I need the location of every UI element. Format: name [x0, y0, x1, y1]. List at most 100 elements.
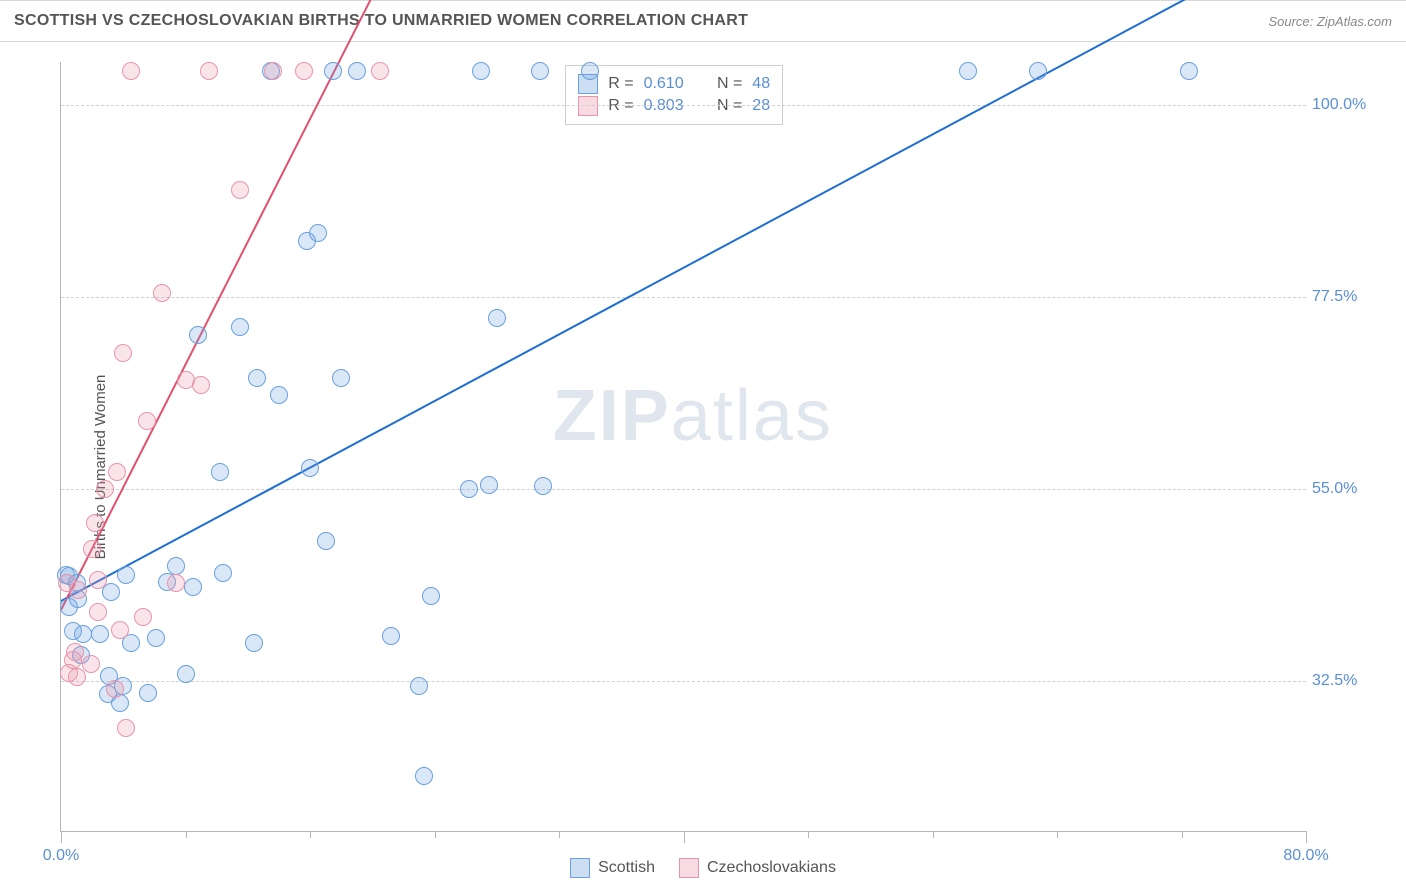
data-point — [581, 62, 599, 80]
gridline — [61, 105, 1306, 106]
data-point — [534, 477, 552, 495]
data-point — [348, 62, 366, 80]
legend-swatch — [578, 96, 598, 116]
data-point — [147, 629, 165, 647]
y-tick-label: 100.0% — [1312, 96, 1394, 114]
legend-n-label: N = — [717, 75, 742, 93]
legend-r-label: R = — [608, 97, 633, 115]
x-tick-minor — [435, 831, 436, 838]
legend-r-label: R = — [608, 75, 633, 93]
data-point — [108, 463, 126, 481]
x-tick-minor — [1182, 831, 1183, 838]
legend-item: Czechoslovakians — [679, 858, 836, 878]
data-point — [153, 284, 171, 302]
data-point — [1029, 62, 1047, 80]
x-tick-minor — [310, 831, 311, 838]
data-point — [410, 677, 428, 695]
legend-row: R = 0.803 N = 28 — [578, 96, 770, 116]
gridline — [61, 489, 1306, 490]
data-point — [117, 719, 135, 737]
data-point — [301, 459, 319, 477]
data-point — [68, 668, 86, 686]
x-tick-major — [61, 831, 62, 843]
data-point — [309, 224, 327, 242]
legend-r-value: 0.610 — [644, 75, 684, 93]
data-point — [214, 564, 232, 582]
data-point — [959, 62, 977, 80]
data-point — [531, 62, 549, 80]
legend-n-value: 48 — [752, 75, 770, 93]
chart-title: SCOTTISH VS CZECHOSLOVAKIAN BIRTHS TO UN… — [14, 12, 748, 30]
data-point — [74, 625, 92, 643]
watermark: ZIPatlas — [553, 375, 833, 457]
y-tick-label: 77.5% — [1312, 288, 1394, 306]
data-point — [122, 62, 140, 80]
series-legend: Scottish Czechoslovakians — [0, 858, 1406, 878]
legend-r-value: 0.803 — [644, 97, 684, 115]
watermark-zip: ZIP — [553, 376, 671, 456]
data-point — [89, 571, 107, 589]
data-point — [460, 480, 478, 498]
data-point — [480, 476, 498, 494]
data-point — [192, 376, 210, 394]
data-point — [231, 318, 249, 336]
data-point — [422, 587, 440, 605]
y-tick-label: 32.5% — [1312, 672, 1394, 690]
data-point — [371, 62, 389, 80]
data-point — [69, 581, 87, 599]
trend-line — [60, 0, 404, 610]
data-point — [66, 643, 84, 661]
data-point — [111, 621, 129, 639]
data-point — [382, 627, 400, 645]
legend-n-label: N = — [717, 97, 742, 115]
data-point — [264, 62, 282, 80]
data-point — [139, 684, 157, 702]
y-tick-label: 55.0% — [1312, 480, 1394, 498]
data-point — [86, 514, 104, 532]
data-point — [415, 767, 433, 785]
data-point — [91, 625, 109, 643]
x-tick-minor — [186, 831, 187, 838]
data-point — [117, 566, 135, 584]
data-point — [89, 603, 107, 621]
x-tick-minor — [559, 831, 560, 838]
data-point — [245, 634, 263, 652]
data-point — [167, 574, 185, 592]
data-point — [114, 344, 132, 362]
source-name: ZipAtlas.com — [1317, 14, 1392, 29]
data-point — [138, 412, 156, 430]
data-point — [83, 540, 101, 558]
data-point — [189, 326, 207, 344]
chart-header: SCOTTISH VS CZECHOSLOVAKIAN BIRTHS TO UN… — [0, 0, 1406, 42]
data-point — [488, 309, 506, 327]
data-point — [167, 557, 185, 575]
data-point — [211, 463, 229, 481]
legend-swatch — [679, 858, 699, 878]
data-point — [248, 369, 266, 387]
data-point — [184, 578, 202, 596]
data-point — [231, 181, 249, 199]
scatter-plot: ZIPatlas R = 0.610 N = 48 R = 0.803 N = 2… — [60, 62, 1306, 832]
x-tick-minor — [933, 831, 934, 838]
data-point — [96, 480, 114, 498]
watermark-atlas: atlas — [671, 376, 833, 456]
x-tick-major — [1306, 831, 1307, 843]
data-point — [177, 665, 195, 683]
legend-item: Scottish — [570, 858, 655, 878]
gridline — [61, 297, 1306, 298]
legend-label: Scottish — [598, 859, 655, 877]
x-tick-minor — [808, 831, 809, 838]
legend-swatch — [570, 858, 590, 878]
x-tick-minor — [1057, 831, 1058, 838]
data-point — [200, 62, 218, 80]
data-point — [295, 62, 313, 80]
chart-source: Source: ZipAtlas.com — [1268, 14, 1392, 29]
data-point — [332, 369, 350, 387]
gridline — [61, 681, 1306, 682]
legend-n-value: 28 — [752, 97, 770, 115]
legend-label: Czechoslovakians — [707, 859, 836, 877]
data-point — [270, 386, 288, 404]
data-point — [317, 532, 335, 550]
data-point — [82, 655, 100, 673]
data-point — [472, 62, 490, 80]
